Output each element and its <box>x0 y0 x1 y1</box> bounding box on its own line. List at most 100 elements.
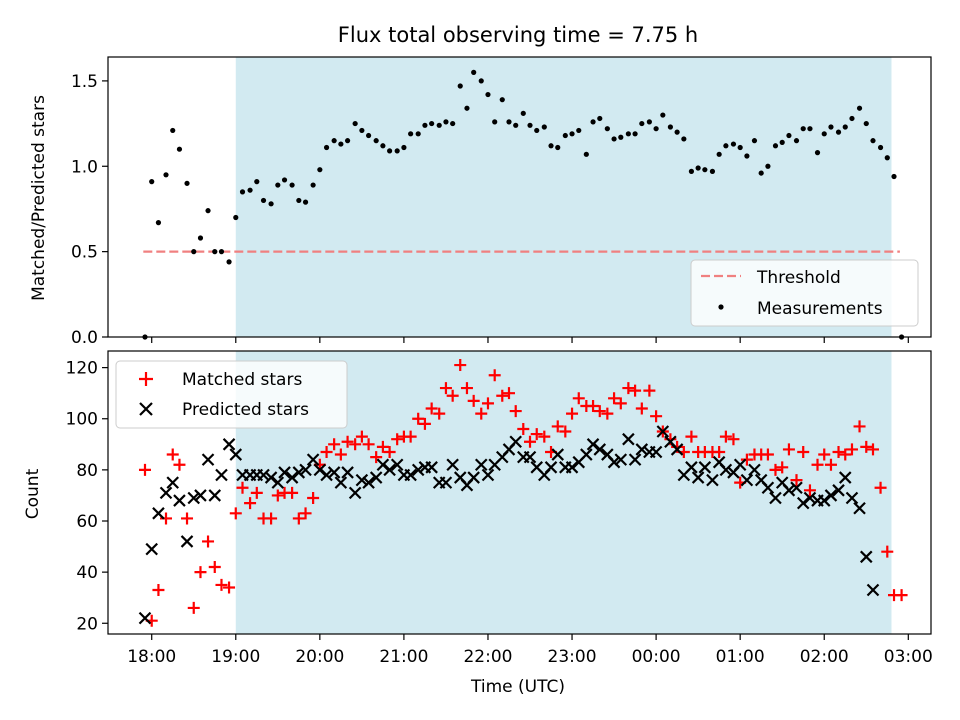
predicted-star-point <box>628 453 642 466</box>
matched-star-point <box>362 438 375 451</box>
matched-star-point <box>475 407 488 420</box>
measurement-point <box>555 144 561 151</box>
matched-star-point <box>223 581 236 594</box>
matched-star-point <box>559 425 572 438</box>
measurement-point <box>765 163 771 169</box>
measurement-point <box>281 177 288 183</box>
predicted-star-point <box>411 463 425 477</box>
measurement-point <box>464 105 470 111</box>
measurement-point <box>436 122 442 128</box>
measurement-point <box>618 134 624 140</box>
predicted-star-point <box>152 507 165 520</box>
predicted-star-point <box>257 468 270 482</box>
matched-star-point <box>320 445 333 458</box>
measurement-point <box>218 249 225 255</box>
bottom-y-tick-label: 20 <box>76 614 98 634</box>
predicted-star-point <box>866 583 880 597</box>
predicted-star-point <box>796 496 810 510</box>
matched-star-point <box>587 399 600 412</box>
predicted-star-point <box>649 445 663 459</box>
measurement-point <box>344 138 351 144</box>
measurement-point <box>302 199 309 205</box>
matched-star-point <box>530 428 543 441</box>
measurement-point <box>814 150 821 156</box>
predicted-star-point <box>706 473 719 487</box>
x-tick-label: 20:00 <box>295 647 344 667</box>
matched-star-point <box>194 566 207 579</box>
predicted-star-point <box>320 468 333 482</box>
predicted-star-point <box>145 542 158 556</box>
measurement-point <box>352 120 358 127</box>
measurement-point <box>506 119 512 125</box>
predicted-star-point <box>832 484 845 497</box>
matched-star-point <box>845 443 858 456</box>
bottom-axes: 20 40 60 80 100 120 18:00 19:00 20:00 21:00 22:00 2… <box>66 350 933 667</box>
matched-star-point <box>622 382 635 395</box>
legend-measurements-label: Measurements <box>757 299 883 319</box>
matched-star-point <box>181 512 194 525</box>
matched-star-point <box>286 486 299 499</box>
x-tick-label: 00:00 <box>632 647 681 667</box>
measurement-point <box>499 97 505 103</box>
matched-star-point <box>643 384 656 397</box>
top-plot-frame <box>107 56 932 338</box>
measurements-series <box>142 69 905 340</box>
matched-star-point <box>152 584 165 597</box>
matched-star-point <box>635 402 648 415</box>
measurement-point <box>443 119 449 125</box>
measurement-point <box>176 146 183 152</box>
predicted-star-point <box>740 473 754 487</box>
predicted-star-point <box>334 476 348 489</box>
bottom-y-axis-label: Count <box>23 468 43 519</box>
predicted-star-point <box>635 443 649 456</box>
predicted-star-point <box>355 473 369 487</box>
predicted-star-point <box>551 448 565 461</box>
measurement-point <box>884 155 890 161</box>
matched-star-point <box>853 420 866 433</box>
predicted-star-point <box>782 484 796 497</box>
matched-star-point <box>328 438 341 451</box>
measurement-point <box>583 151 589 157</box>
measurement-point <box>275 182 281 188</box>
measurement-point <box>254 179 260 185</box>
measurement-point <box>541 124 547 130</box>
measurement-point <box>478 78 484 84</box>
predicted-star-point <box>271 476 285 489</box>
matched-star-point <box>881 545 894 558</box>
matched-star-point <box>334 448 347 461</box>
matched-star-point <box>215 578 228 591</box>
predicted-star-point <box>348 486 362 500</box>
matched-star-point <box>502 387 515 400</box>
measurement-point <box>373 138 379 144</box>
matched-star-point <box>166 448 179 461</box>
predicted-star-point <box>299 463 312 477</box>
measurement-point <box>471 69 477 75</box>
measurement-point <box>415 131 421 137</box>
matched-star-point <box>860 440 873 453</box>
predicted-star-point <box>285 471 299 484</box>
matched-star-point <box>425 402 438 415</box>
predicted-star-point <box>565 461 579 474</box>
predicted-star-point <box>509 435 522 449</box>
predicted-star-point <box>622 432 635 446</box>
matched-star-point <box>307 491 320 504</box>
matched-star-point <box>439 382 452 395</box>
measurement-point <box>323 144 330 151</box>
matched-star-point <box>138 463 151 476</box>
predicted-star-point <box>838 471 852 484</box>
matched-star-point <box>685 430 698 443</box>
measurement-point <box>674 129 680 135</box>
matched-star-point <box>412 412 425 425</box>
predicted-star-point <box>173 494 186 507</box>
predicted-star-point <box>138 611 152 625</box>
predicted-star-point <box>362 476 375 489</box>
x-tick-label: 01:00 <box>716 647 765 667</box>
measurement-point <box>457 83 463 89</box>
measurement-point <box>709 168 716 174</box>
predicted-star-point <box>586 438 600 451</box>
measurement-point <box>835 129 842 135</box>
matched-star-point <box>517 422 530 435</box>
measurement-point <box>590 119 596 125</box>
predicted-star-point <box>180 535 194 548</box>
legend-threshold-label: Threshold <box>756 268 841 288</box>
